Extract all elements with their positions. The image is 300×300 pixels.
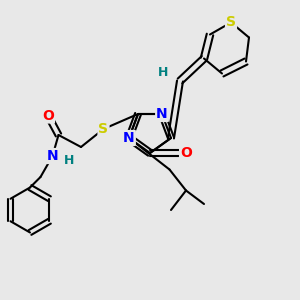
Text: H: H <box>158 65 169 79</box>
Text: O: O <box>42 109 54 122</box>
Text: H: H <box>64 154 74 167</box>
Text: S: S <box>226 16 236 29</box>
Text: N: N <box>47 149 58 163</box>
Text: N: N <box>156 107 168 121</box>
Text: S: S <box>98 122 109 136</box>
Text: N: N <box>123 131 135 145</box>
Text: O: O <box>180 146 192 160</box>
